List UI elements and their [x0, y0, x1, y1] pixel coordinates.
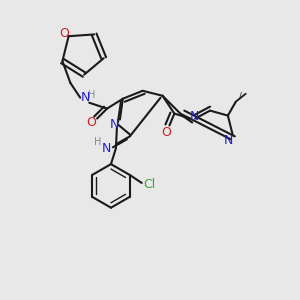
- Text: O: O: [60, 27, 70, 40]
- Text: O: O: [86, 116, 96, 129]
- Text: /: /: [239, 91, 242, 100]
- Text: O: O: [161, 126, 171, 139]
- Text: N: N: [80, 91, 90, 104]
- Text: N: N: [101, 142, 111, 155]
- Text: N: N: [224, 134, 234, 147]
- Text: N: N: [109, 118, 119, 131]
- Text: H: H: [94, 137, 102, 147]
- Text: H: H: [88, 90, 96, 100]
- Text: N: N: [190, 110, 199, 123]
- Text: Cl: Cl: [143, 178, 156, 191]
